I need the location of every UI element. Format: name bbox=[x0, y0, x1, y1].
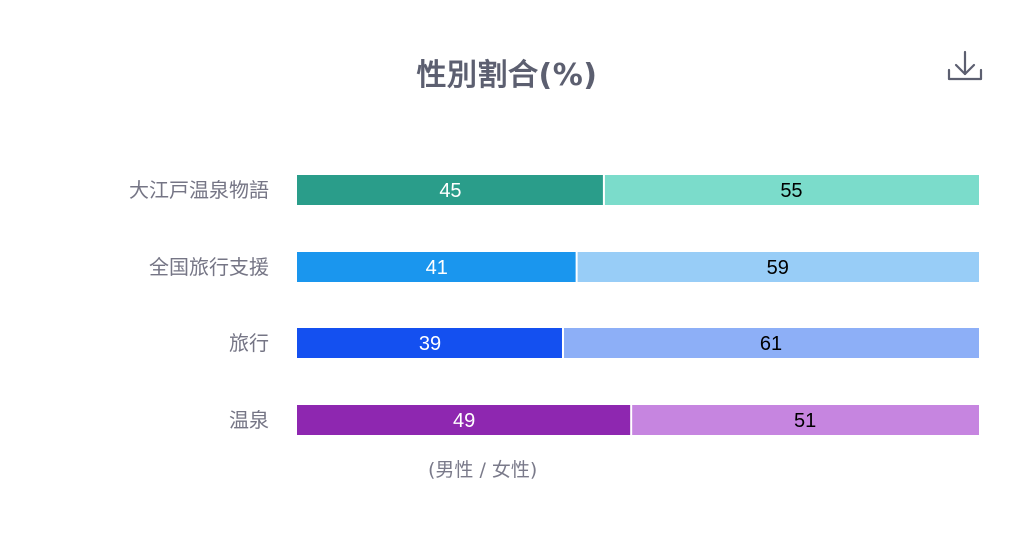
bar-segment[interactable] bbox=[604, 175, 979, 205]
bar-segment[interactable] bbox=[297, 175, 603, 205]
data-label: 45 bbox=[439, 180, 461, 202]
bar-segment[interactable] bbox=[563, 328, 979, 358]
bar-segment[interactable] bbox=[577, 252, 979, 282]
bar-segment[interactable] bbox=[297, 252, 576, 282]
data-label: 51 bbox=[794, 410, 816, 432]
bar-segment[interactable] bbox=[297, 405, 631, 435]
data-label: 55 bbox=[780, 180, 802, 202]
data-label: 61 bbox=[760, 333, 782, 355]
data-label: 39 bbox=[419, 333, 441, 355]
download-button[interactable] bbox=[944, 46, 986, 86]
bar-segment[interactable] bbox=[632, 405, 979, 435]
data-label: 59 bbox=[767, 257, 789, 279]
bar-segment[interactable] bbox=[297, 328, 562, 358]
category-label: 温泉 bbox=[229, 408, 269, 432]
data-label: 41 bbox=[426, 257, 448, 279]
download-icon bbox=[947, 50, 983, 81]
category-label: 大江戸温泉物語 bbox=[129, 178, 269, 202]
chart-title: 性別割合(%) bbox=[416, 58, 598, 93]
category-label: 旅行 bbox=[229, 331, 269, 355]
category-label: 全国旅行支援 bbox=[149, 255, 269, 279]
data-label: 49 bbox=[453, 410, 475, 432]
legend-note: (男性 / 女性) bbox=[428, 459, 538, 481]
